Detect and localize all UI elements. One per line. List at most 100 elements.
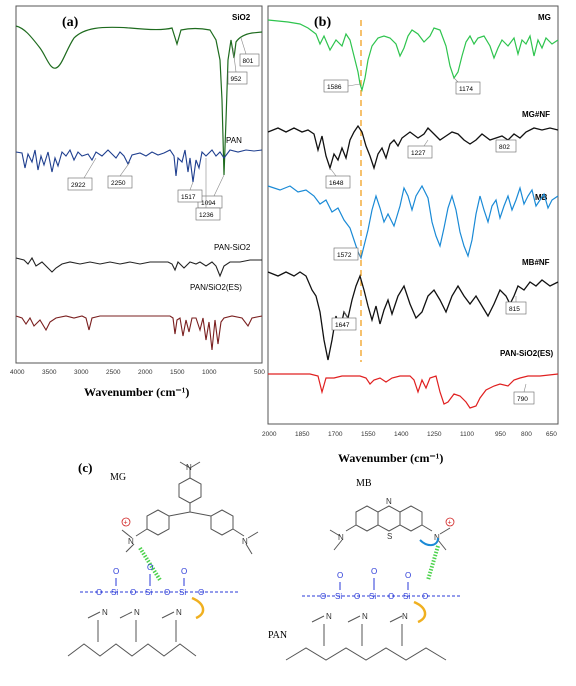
- benzene-ring: [377, 505, 401, 532]
- bond: [161, 611, 175, 619]
- panel-c-label: (c): [78, 460, 92, 475]
- spectrum-sio2: [15, 25, 263, 176]
- annotation-box-2250: [107, 175, 133, 189]
- annotation-box-1572: [333, 247, 359, 261]
- bond: [333, 539, 343, 551]
- bond: [135, 528, 148, 537]
- tick-label: 650: [546, 431, 557, 438]
- arrow-icon: [413, 600, 427, 624]
- spectrum-label-sio2: SiO2: [232, 13, 251, 22]
- annotation-1517: 1517: [181, 194, 196, 201]
- panel-a-label: (a): [62, 15, 79, 30]
- panel-b-xlabel: Wavenumber (cm⁻¹): [338, 451, 443, 465]
- bond: [329, 529, 341, 537]
- annotation-leader: [423, 139, 429, 147]
- atom-o: O: [388, 592, 394, 601]
- pan-backbone: [67, 643, 197, 657]
- molecule-label-mb: MB: [356, 478, 372, 489]
- tick-label: 4000: [10, 369, 25, 376]
- atom-n: N: [362, 612, 368, 621]
- annotation-box-1648: [325, 175, 351, 189]
- annotation-leader: [357, 251, 362, 259]
- atom-o: O: [164, 588, 170, 597]
- atom-n: N: [186, 463, 192, 472]
- bond: [245, 543, 253, 555]
- silica-chain-left: O Si O Si O Si O O O O: [80, 563, 240, 620]
- annotation-1648: 1648: [329, 180, 344, 187]
- atom-n: N: [402, 612, 408, 621]
- annotation-2922: 2922: [71, 182, 86, 189]
- tick-label: 2000: [138, 369, 153, 376]
- annotation-box-1236: [195, 207, 221, 221]
- atom-o: O: [337, 571, 343, 580]
- annotation-box-1227: [407, 145, 433, 159]
- annotation-802: 802: [499, 144, 510, 151]
- annotation-952: 952: [231, 76, 242, 83]
- spectrum-pan-sio2: [15, 256, 262, 278]
- tick-label: 1550: [361, 431, 376, 438]
- bond: [247, 531, 259, 539]
- tick-label: 1700: [328, 431, 343, 438]
- annotation-box-802: [495, 139, 517, 153]
- spectrum-label-pan: PAN: [226, 136, 242, 145]
- atom-n: N: [338, 533, 344, 542]
- benzene-ring: [355, 505, 379, 532]
- annotation-815: 815: [509, 306, 520, 313]
- bond: [311, 615, 325, 623]
- panel-b-frame: [267, 5, 559, 425]
- atom-o: O: [96, 588, 102, 597]
- tick-label: 950: [495, 431, 506, 438]
- atom-n: N: [386, 497, 392, 506]
- bond: [189, 511, 212, 517]
- tick-label: 500: [254, 369, 265, 376]
- annotation-box-1647: [331, 317, 357, 331]
- atom-n: N: [176, 608, 182, 617]
- tick-label: 1400: [394, 431, 409, 438]
- atom-n: N: [102, 608, 108, 617]
- panel-c: (c) MG MB PAN N N N +: [67, 460, 462, 661]
- atom-si: Si: [335, 592, 342, 601]
- annotation-leader: [343, 311, 349, 319]
- spectrum-pan-sio2-es-b: [268, 373, 559, 409]
- benzene-ring: [210, 509, 234, 536]
- tick-label: 1500: [170, 369, 185, 376]
- bond: [125, 543, 135, 553]
- annotation-1094: 1094: [201, 200, 216, 207]
- atom-si: Si: [369, 592, 376, 601]
- atom-si: Si: [179, 588, 186, 597]
- atom-o: O: [181, 567, 187, 576]
- bond: [189, 461, 201, 469]
- arrow-icon: [191, 596, 205, 620]
- panel-a-x-axis: 4000 3500 3000 2500 2000 1500 1000 500: [10, 369, 265, 376]
- tick-label: 800: [521, 431, 532, 438]
- annotation-1572: 1572: [337, 252, 352, 259]
- pan-nitrile-left: [67, 611, 197, 657]
- tick-label: 1000: [202, 369, 217, 376]
- annotation-leader: [453, 77, 459, 83]
- atom-o: O: [320, 592, 326, 601]
- panel-a-frame: [15, 5, 263, 364]
- benzene-ring: [178, 477, 202, 504]
- atom-n: N: [242, 537, 248, 546]
- annotation-1174: 1174: [459, 86, 473, 93]
- panel-b-x-axis: 2000 1850 1700 1550 1400 1250 1100 950 8…: [262, 431, 557, 438]
- atom-s: S: [387, 532, 392, 541]
- spectrum-label-mb-nf: MB#NF: [522, 258, 550, 267]
- bond: [119, 611, 133, 619]
- bond: [179, 461, 191, 469]
- atom-o: O: [147, 563, 153, 572]
- annotation-box-952: [227, 71, 248, 85]
- annotation-box-1586: [323, 79, 349, 93]
- electrostatic-interaction: [426, 545, 440, 581]
- plus-sign: +: [124, 520, 128, 527]
- panel-b: (b) MG 1586 1174 MG#NF 1648 1227 802 MB …: [262, 5, 559, 465]
- tick-label: 1250: [427, 431, 442, 438]
- atom-si: Si: [111, 588, 118, 597]
- mg-structure: [121, 461, 259, 555]
- atom-o: O: [354, 592, 360, 601]
- bond: [347, 615, 361, 623]
- atom-si: Si: [403, 592, 410, 601]
- atom-si: Si: [145, 588, 152, 597]
- annotation-leader: [189, 181, 194, 191]
